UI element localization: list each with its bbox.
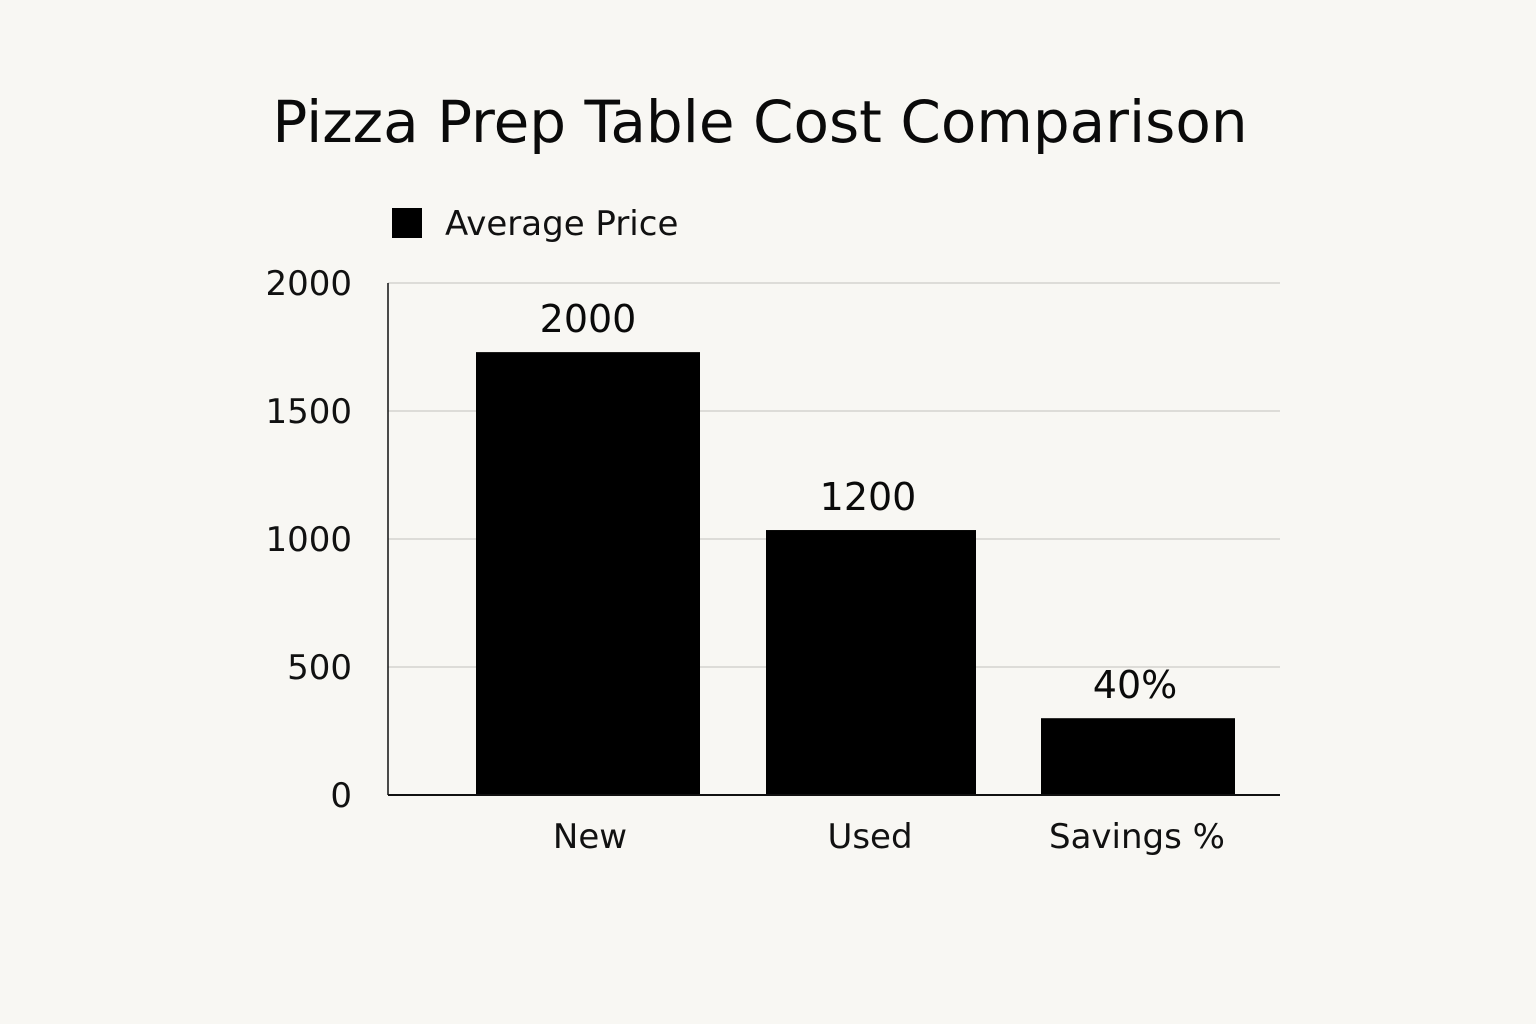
x-category-label: Used	[827, 817, 912, 857]
y-tick-label: 1500	[265, 392, 352, 432]
legend-swatch-icon	[392, 208, 422, 238]
chart-title: Pizza Prep Table Cost Comparison	[272, 88, 1247, 156]
data-labels: 2000 1200 40%	[540, 297, 1178, 707]
bar-value-label: 1200	[820, 475, 917, 519]
legend-label: Average Price	[445, 204, 678, 244]
bar-value-label: 2000	[540, 297, 637, 341]
bars	[476, 352, 1235, 795]
bar	[766, 530, 976, 795]
y-tick-label: 0	[330, 776, 352, 816]
y-tick-label: 1000	[265, 520, 352, 560]
y-tick-label: 500	[287, 648, 352, 688]
x-category-label: New	[553, 817, 627, 857]
legend: Average Price	[392, 204, 678, 244]
bar	[476, 352, 700, 795]
y-tick-label: 2000	[265, 264, 352, 304]
y-axis-ticks: 0 500 1000 1500 2000	[265, 264, 352, 816]
x-category-label: Savings %	[1049, 817, 1225, 857]
x-axis-categories: New Used Savings %	[553, 817, 1225, 857]
bar	[1041, 718, 1235, 795]
bar-value-label: 40%	[1093, 663, 1177, 707]
